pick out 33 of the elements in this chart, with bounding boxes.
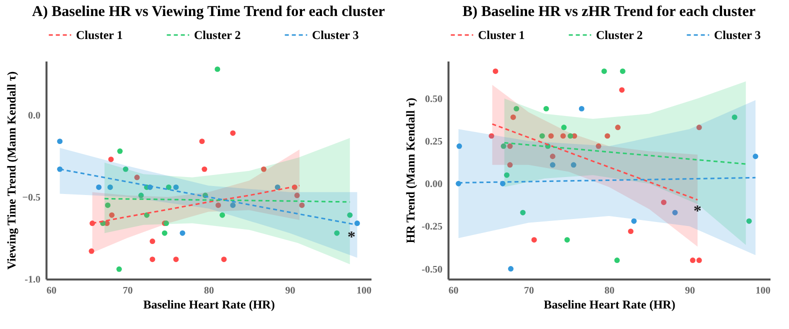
legend-label: Cluster 2 [596, 28, 643, 42]
y-tick-label: −0.5 [22, 192, 40, 204]
x-tick-label: 90 [285, 286, 296, 296]
x-tick-label: 80 [204, 286, 214, 296]
y-tick-label: 0.25 [425, 136, 442, 148]
y-tick-label: -0.50 [422, 264, 442, 276]
x-axis-title: Baseline Heart Rate (HR) [544, 298, 676, 312]
line-series [492, 123, 698, 201]
y-tick-label: 0.00 [425, 179, 442, 190]
x-tick-label: 100 [756, 286, 770, 296]
x-tick-label: 80 [604, 286, 614, 296]
y-tick-label: -0.25 [422, 222, 442, 233]
chart-title: A) Baseline HR vs Viewing Time Trend for each cluster [32, 4, 386, 20]
legend-label: Cluster 3 [714, 28, 761, 42]
legend-label: Cluster 2 [194, 28, 241, 42]
y-tick-label: 0.0 [28, 110, 40, 122]
x-axis-title: Baseline Heart Rate (HR) [143, 298, 275, 312]
x-tick-label: 70 [524, 286, 534, 296]
x-tick-label: 60 [448, 286, 458, 296]
annotation: * [694, 202, 702, 220]
x-tick-label: 60 [46, 286, 56, 296]
chart-title: B) Baseline HR vs zHR Trend for each cluster [462, 4, 756, 20]
legend-label: Cluster 1 [478, 28, 525, 42]
x-tick-label: 70 [122, 286, 133, 296]
x-tick-label: 100 [356, 286, 372, 296]
annotation: * [348, 229, 356, 246]
legend-label: Cluster 1 [76, 28, 123, 42]
y-tick-label: -1.0 [24, 274, 40, 286]
legend-label: Cluster 3 [312, 28, 359, 42]
y-axis-title: Viewing Time Trend (Mann Kendall τ) [4, 71, 18, 270]
y-axis-title: HR Trend (Mann Kendall τ) [404, 98, 418, 244]
y-tick-label: 0.50 [425, 94, 442, 105]
x-tick-label: 90 [685, 286, 695, 296]
